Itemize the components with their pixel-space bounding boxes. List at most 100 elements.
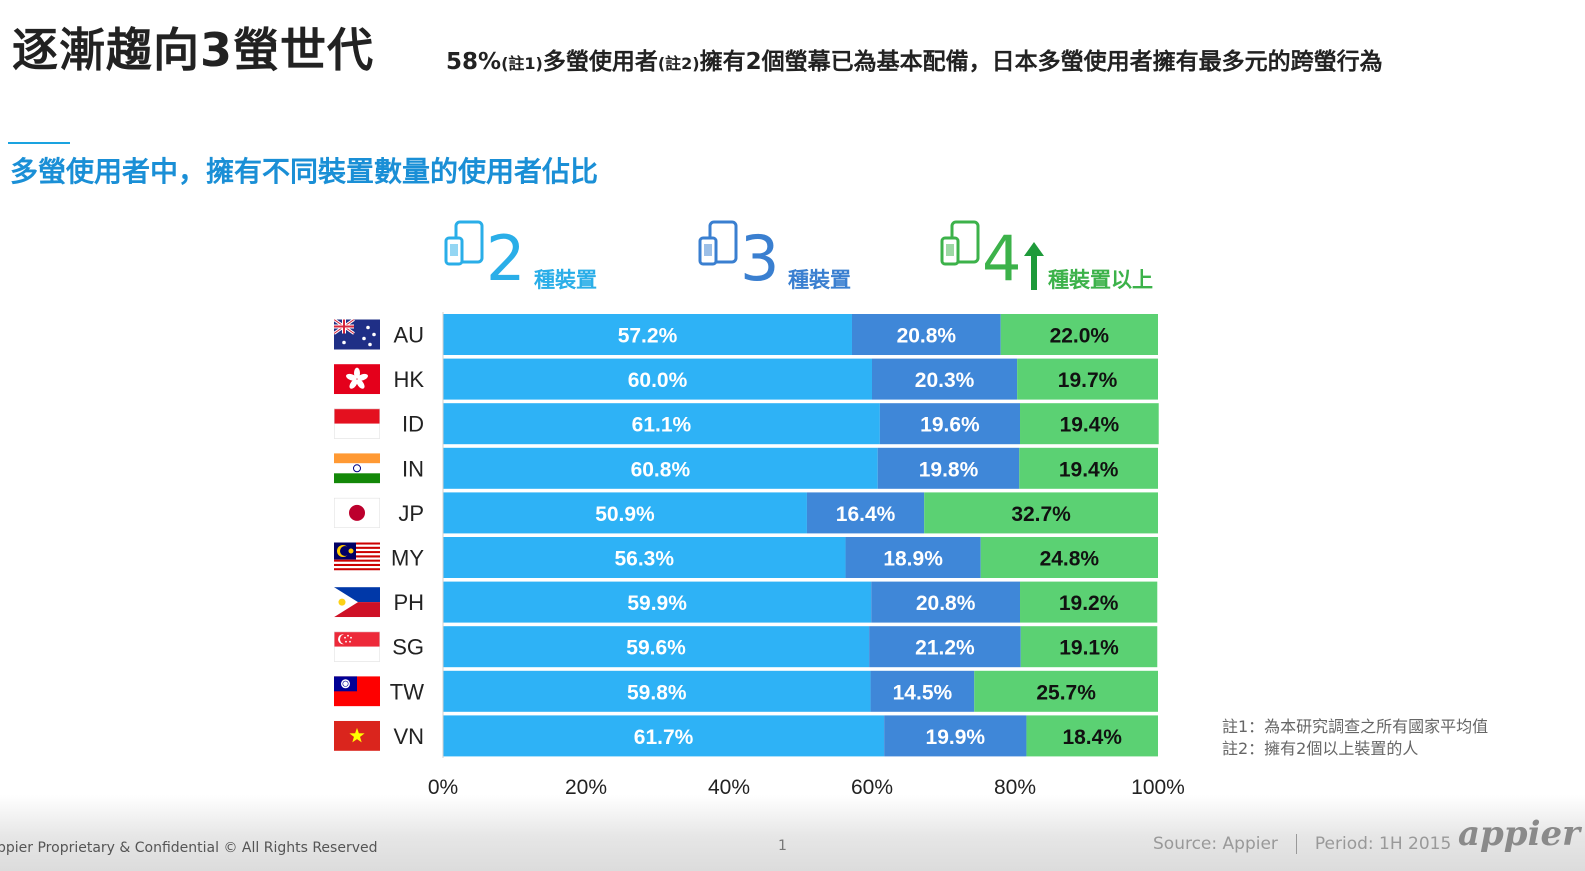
bar-segment <box>851 314 1001 355</box>
footer-bar <box>0 795 1585 871</box>
bar-data-label: 19.8% <box>919 458 979 481</box>
legend-item-4-plus-devices: 4 種裝置以上 <box>940 214 1170 294</box>
subtitle-note-ref: (註1) <box>501 54 543 73</box>
bar-data-label: 56.3% <box>614 548 674 571</box>
subtitle-part: 58% <box>446 49 502 75</box>
bar-data-label: 20.8% <box>897 325 957 348</box>
bar-data-label: 21.2% <box>915 637 975 660</box>
footnote-2: 註2：擁有2個以上裝置的人 <box>1222 739 1419 758</box>
bar-segment <box>443 314 852 355</box>
bar-segment <box>879 403 1021 445</box>
bar-data-label: 19.4% <box>1060 414 1120 437</box>
bar-data-label: 61.7% <box>634 726 694 749</box>
country-labels: AU HK ID IN JP MY PH SG TW VN <box>390 323 425 749</box>
bar-segment <box>974 670 1158 712</box>
flag-in-icon <box>334 453 380 484</box>
bar-segment <box>845 537 981 578</box>
x-tick-label: 0% <box>428 776 458 799</box>
country-label: MY <box>391 546 424 571</box>
legend-number: 2 <box>486 222 525 284</box>
x-axis-ticks: 0% 20% 40% 60% 80% 100% <box>428 312 1185 799</box>
bar-data-label: 60.8% <box>631 458 691 481</box>
flag-tw-icon <box>334 676 380 707</box>
bar-data-label: 19.2% <box>1059 592 1119 615</box>
bar-data-label: 61.1% <box>632 414 692 437</box>
bar-segment <box>443 670 871 712</box>
country-label: ID <box>402 412 424 437</box>
appier-logo: appier <box>1458 814 1581 854</box>
legend-label: 種裝置 <box>788 268 851 292</box>
bar-data-label: 20.8% <box>916 592 976 615</box>
devices-icon: 2 <box>444 220 525 284</box>
flag-ph-icon <box>334 587 380 618</box>
x-tick-label: 20% <box>565 776 607 799</box>
section-title: 多螢使用者中，擁有不同裝置數量的使用者佔比 <box>10 155 599 188</box>
bar-data-label: 19.7% <box>1058 369 1118 392</box>
flag-jp-icon <box>334 497 380 528</box>
bar-segment <box>980 537 1158 578</box>
bar-data-label: 14.5% <box>893 681 953 704</box>
legend-number: 3 <box>740 222 779 284</box>
bars-group: 57.2% 20.8% 22.0% 60.0% 20.3% 19.7% 61.1% 19.6%… <box>443 314 1159 757</box>
bar-data-label: 18.9% <box>883 548 943 571</box>
country-label: IN <box>402 456 424 481</box>
confidential-text: ppier Proprietary & Confidential © All R… <box>0 840 378 856</box>
devices-icon: 3 <box>698 220 779 284</box>
flag-vn-icon <box>334 720 380 751</box>
bar-segment <box>871 581 1021 623</box>
bar-segment <box>443 358 872 400</box>
bar-segment <box>1020 403 1159 445</box>
x-tick-label: 80% <box>994 776 1036 799</box>
flag-au-icon <box>334 319 380 350</box>
bar-data-label: 32.7% <box>1011 503 1071 526</box>
bar-data-label: 50.9% <box>595 503 655 526</box>
bar-data-label: 59.6% <box>626 637 686 660</box>
x-tick-label: 40% <box>708 776 750 799</box>
bar-data-label: 59.9% <box>627 592 687 615</box>
bar-data-label: 19.9% <box>926 726 986 749</box>
subtitle-part: 擁有2個螢幕已為基本配備，日本多螢使用者擁有最多元的跨螢行為 <box>699 49 1383 75</box>
x-tick-label: 100% <box>1131 776 1185 799</box>
devices-icon: 4 <box>940 220 1044 294</box>
bar-segment <box>877 447 1020 489</box>
bar-data-label: 24.8% <box>1040 548 1100 571</box>
country-label: HK <box>393 367 424 392</box>
legend-label: 種裝置 <box>534 268 597 292</box>
country-label: TW <box>390 679 424 704</box>
bar-data-label: 16.4% <box>836 503 896 526</box>
bar-data-label: 19.6% <box>920 414 980 437</box>
bar-data-label: 60.0% <box>628 369 688 392</box>
flag-my-icon <box>334 542 380 573</box>
bar-segment <box>869 626 1021 668</box>
country-label: AU <box>393 323 424 348</box>
bar-data-label: 19.1% <box>1059 637 1119 660</box>
bar-segment <box>443 447 878 489</box>
bar-segment <box>1000 314 1158 355</box>
footer-confidential: ppier Proprietary & Confidential © All R… <box>0 840 378 856</box>
footer-source: Source: Appier Period: 1H 2015 <box>1153 834 1451 854</box>
country-label: VN <box>393 724 424 749</box>
bar-segment <box>443 403 880 445</box>
bar-segment <box>443 581 872 623</box>
flag-id-icon <box>334 408 380 439</box>
bar-segment <box>443 626 870 668</box>
bar-data-label: 59.8% <box>627 681 687 704</box>
bar-segment <box>870 670 975 712</box>
footer-separator <box>1295 834 1297 854</box>
bar-segment <box>443 715 885 757</box>
source-text: Source: Appier <box>1153 834 1278 854</box>
bar-segment <box>1026 715 1158 757</box>
bar-segment <box>1017 358 1158 400</box>
bar-data-label: 22.0% <box>1050 325 1110 348</box>
legend-item-3-devices: 3 種裝置 <box>698 214 868 294</box>
country-flags <box>334 319 380 751</box>
bar-segment <box>872 358 1018 400</box>
bar-data-label: 19.4% <box>1059 458 1119 481</box>
footnote-1: 註1：為本研究調查之所有國家平均值 <box>1222 717 1489 736</box>
bar-segment <box>806 492 925 534</box>
bar-segment <box>884 715 1027 757</box>
x-tick-label: 60% <box>851 776 893 799</box>
flag-hk-icon <box>334 364 380 395</box>
bar-data-label: 57.2% <box>618 325 678 348</box>
